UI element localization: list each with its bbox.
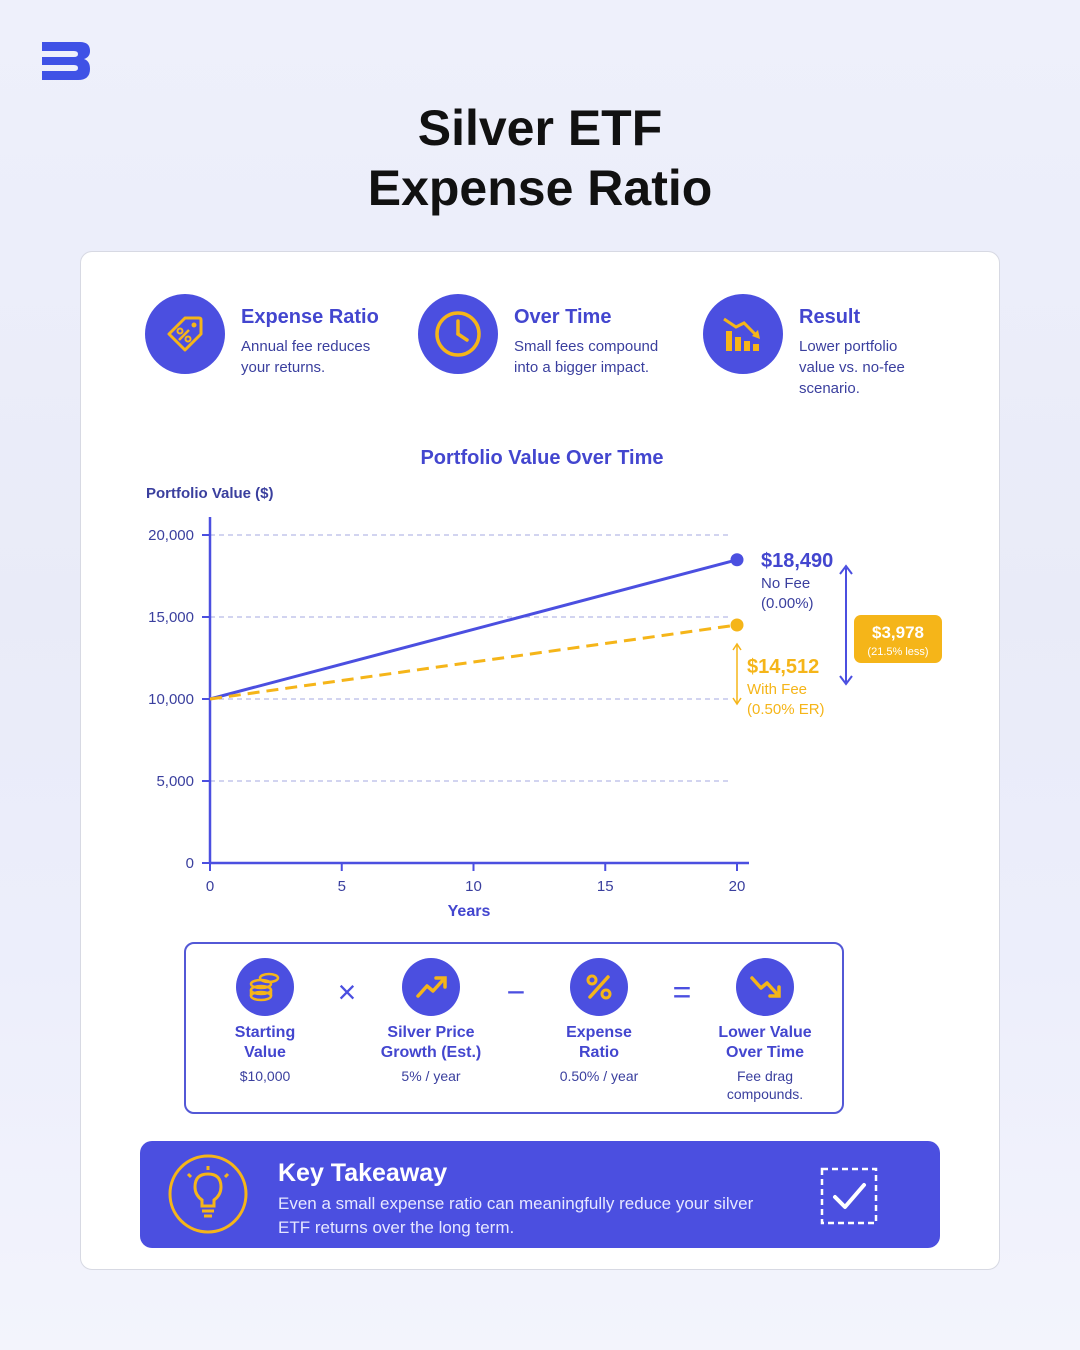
formula-label: Starting (234, 1024, 296, 1041)
lightbulb-icon (168, 1154, 248, 1234)
formula-value: 0.50% / year (559, 1068, 639, 1084)
with-fee-rate-label: (0.50% ER) (747, 701, 825, 718)
formula-label: Silver Price (387, 1024, 475, 1041)
checkbox-check-icon (820, 1167, 878, 1225)
takeaway-text: Even a small expense ratio can meaningfu… (278, 1194, 754, 1237)
x-tick-label: 5 (338, 878, 346, 895)
fee-arrow-down (732, 697, 742, 706)
page-title-line2: Expense Ratio (367, 160, 713, 216)
x-tick-label: 10 (465, 878, 482, 895)
formula-value: 5% / year (401, 1068, 461, 1084)
fee-arrow-up (732, 642, 742, 651)
minus-operator: − (506, 974, 526, 1010)
with-fee-label: With Fee (747, 681, 807, 698)
feature-title: Expense Ratio (241, 306, 379, 328)
series-line-no-fee (209, 558, 738, 701)
y-tick-label: 20,000 (148, 527, 194, 544)
brand-logo (42, 42, 90, 80)
coin-stack-icon (236, 958, 294, 1016)
takeaway-title: Key Takeaway (278, 1159, 448, 1187)
difference-value: $3,978 (872, 623, 924, 642)
with-fee-endpoint (730, 618, 744, 632)
formula-label: Ratio (579, 1044, 619, 1061)
trend-up-icon (402, 958, 460, 1016)
formula-value: Fee drag compounds. (726, 1068, 804, 1102)
no-fee-label: No Fee (761, 575, 810, 592)
no-fee-endpoint (730, 553, 744, 567)
feature-desc: Small fees compound into a bigger impact… (514, 338, 659, 376)
feature-desc: Annual fee reduces your returns. (241, 338, 371, 376)
formula-value: $10,000 (239, 1068, 291, 1084)
page-title-line1: Silver ETF (417, 100, 663, 156)
declining-bars-icon (703, 294, 783, 374)
key-takeaway-banner: Key Takeaway Even a small expense ratio … (140, 1141, 940, 1248)
no-fee-value-label: $18,490 (761, 550, 833, 572)
portfolio-line-chart: Portfolio Value Over Time Portfolio Valu… (146, 447, 942, 920)
with-fee-value-label: $14,512 (747, 656, 819, 678)
no-fee-rate-label: (0.00%) (761, 595, 814, 612)
formula-label: Growth (Est.) (380, 1044, 482, 1061)
chart-title: Portfolio Value Over Time (420, 447, 663, 469)
y-tick-label: 10,000 (148, 691, 194, 708)
x-axis-label: Years (448, 903, 491, 920)
x-tick-label: 20 (729, 878, 746, 895)
formula-label: Value (244, 1044, 286, 1061)
percent-icon (570, 958, 628, 1016)
formula-box: Starting Value $10,000 × Silver Price Gr… (184, 942, 844, 1114)
trend-down-icon (736, 958, 794, 1016)
clock-icon (418, 294, 498, 374)
series-line-with-fee (209, 623, 738, 701)
feature-desc: Lower portfolio value vs. no-fee scenari… (799, 338, 905, 397)
page-title: Silver ETF Expense Ratio (0, 98, 1080, 218)
y-tick-label: 0 (186, 855, 194, 872)
difference-percent: (21.5% less) (867, 646, 928, 658)
infographic-card: Expense Ratio Annual fee reduces your re… (80, 251, 1000, 1270)
bracket-arrow-down (839, 675, 853, 686)
x-tick-label: 15 (597, 878, 614, 895)
multiply-operator: × (337, 974, 357, 1010)
equals-operator: = (672, 974, 692, 1010)
formula-growth: Silver Price Growth (Est.) 5% / year (356, 958, 506, 1085)
formula-label: Over Time (726, 1044, 804, 1061)
formula-label: Expense (566, 1024, 632, 1041)
formula-lower-value: Lower Value Over Time Fee drag compounds… (690, 958, 840, 1103)
y-tick-label: 5,000 (156, 773, 194, 790)
x-tick-label: 0 (206, 878, 214, 895)
feature-title: Result (799, 306, 861, 328)
feature-title: Over Time (514, 306, 612, 328)
y-axis-label: Portfolio Value ($) (146, 485, 274, 502)
price-tag-percent-icon (145, 294, 225, 374)
formula-label: Lower Value (718, 1024, 812, 1041)
difference-badge (854, 615, 942, 663)
formula-starting-value: Starting Value $10,000 (190, 958, 340, 1085)
bracket-arrow-up (839, 564, 853, 575)
formula-expense-ratio: Expense Ratio 0.50% / year (524, 958, 674, 1085)
y-tick-label: 15,000 (148, 609, 194, 626)
